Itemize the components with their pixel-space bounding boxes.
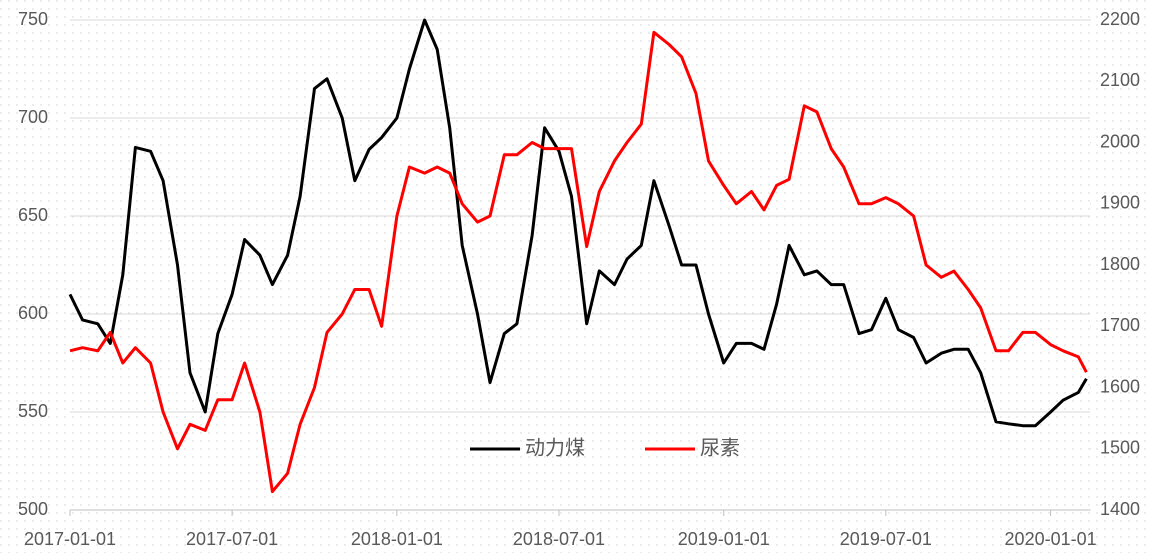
x-tick-label: 2019-07-01 — [840, 529, 932, 549]
y2-tick-label: 1700 — [1100, 315, 1140, 335]
x-tick-label: 2018-07-01 — [513, 529, 605, 549]
x-tick-label: 2017-07-01 — [186, 529, 278, 549]
y2-tick-label: 2200 — [1100, 9, 1140, 29]
y2-tick-label: 1600 — [1100, 376, 1140, 396]
y-tick-label: 650 — [18, 205, 48, 225]
y2-tick-label: 1400 — [1100, 499, 1140, 519]
x-tick-label: 2017-01-01 — [24, 529, 116, 549]
y-tick-label: 600 — [18, 303, 48, 323]
legend-label: 尿素 — [700, 436, 740, 459]
x-tick-label: 2020-01-01 — [1005, 529, 1097, 549]
y2-tick-label: 2000 — [1100, 131, 1140, 151]
y2-tick-label: 2100 — [1100, 70, 1140, 90]
legend-label: 动力煤 — [525, 436, 585, 459]
line-series — [69, 30, 1088, 494]
y-tick-label: 550 — [18, 401, 48, 421]
y2-tick-label: 1900 — [1100, 193, 1140, 213]
x-tick-label: 2019-01-01 — [678, 529, 770, 549]
y2-tick-label: 1500 — [1100, 438, 1140, 458]
x-tick-label: 2018-01-01 — [351, 529, 443, 549]
y-tick-label: 700 — [18, 107, 48, 127]
y-tick-label: 500 — [18, 499, 48, 519]
line-series — [68, 18, 1088, 428]
y-tick-label: 750 — [18, 9, 48, 29]
y2-tick-label: 1800 — [1100, 254, 1140, 274]
